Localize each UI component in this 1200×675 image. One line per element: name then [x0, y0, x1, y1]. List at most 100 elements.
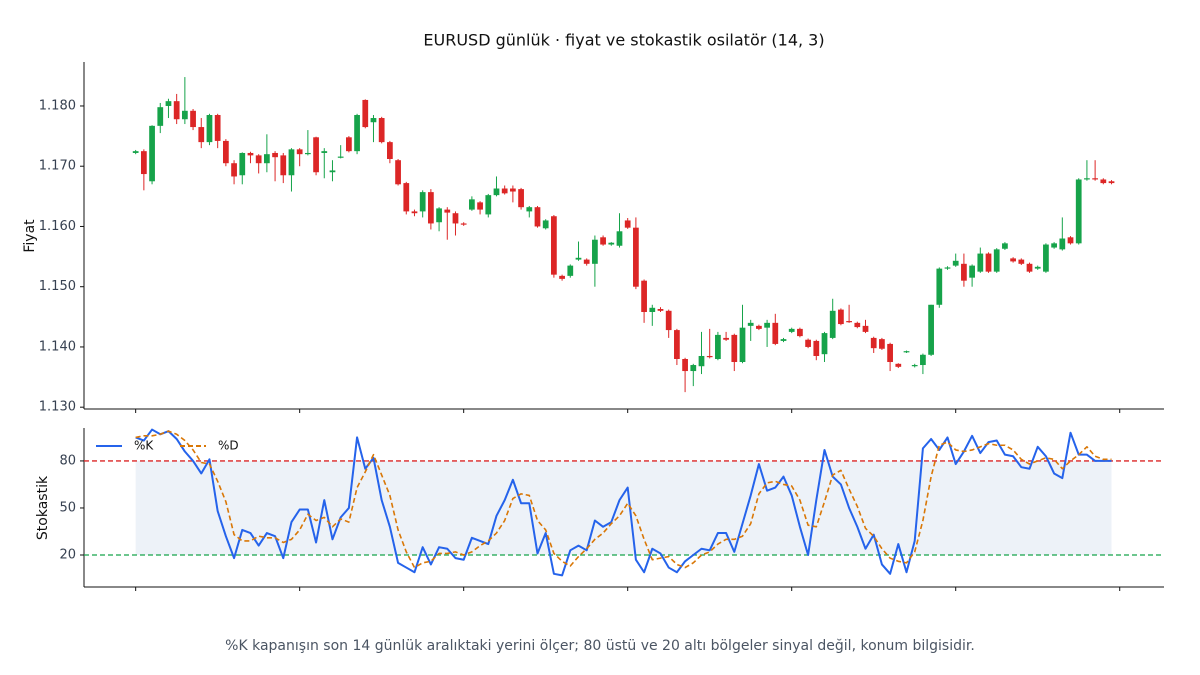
candle-body	[378, 118, 385, 143]
candle-body	[821, 333, 828, 355]
candle-body	[657, 308, 664, 311]
candle-body	[272, 152, 278, 158]
candle-body	[288, 149, 295, 176]
candle-body	[780, 339, 787, 341]
candle-body	[690, 365, 697, 372]
candle-body	[313, 137, 319, 173]
candle-body	[583, 259, 590, 264]
candle-body	[436, 208, 442, 223]
candle-body	[149, 125, 155, 182]
y-tick-label: 50	[59, 500, 76, 515]
candle-body	[649, 307, 656, 313]
candle-body	[222, 140, 229, 164]
candle-body	[756, 325, 762, 329]
candle-body	[920, 354, 926, 366]
candle-body	[247, 152, 254, 156]
y-tick-label: 1.140	[39, 339, 76, 354]
legend-label: %K	[134, 439, 154, 453]
candle-body	[346, 137, 352, 152]
candle-body	[616, 231, 623, 246]
candle-body	[739, 327, 746, 363]
candle-body	[1043, 244, 1049, 272]
candle-body	[403, 183, 410, 212]
candle-body	[354, 115, 360, 152]
candle-body	[165, 101, 172, 106]
y-tick-label: 80	[59, 453, 76, 468]
candle-body	[214, 115, 221, 141]
y-tick-label: 1.180	[39, 98, 76, 113]
candle-body	[969, 265, 975, 278]
candle-body	[526, 207, 533, 212]
candle-body	[140, 151, 147, 175]
candle-body	[993, 249, 1000, 272]
candle-body	[419, 192, 426, 212]
candle-body	[1067, 237, 1074, 244]
candle-body	[387, 142, 393, 159]
candle-body	[928, 304, 934, 355]
candle-body	[592, 239, 598, 264]
candle-body	[862, 325, 869, 332]
candle-body	[870, 337, 877, 349]
candle-body	[936, 268, 943, 305]
candle-body	[903, 351, 910, 353]
candle-body	[296, 149, 303, 155]
candle-body	[961, 263, 967, 281]
candle-body	[895, 363, 902, 367]
candle-body	[1084, 178, 1090, 180]
y-tick-label: 20	[59, 548, 76, 563]
candle-body	[173, 101, 180, 120]
candle-body	[1026, 263, 1033, 272]
candle-body	[493, 188, 500, 196]
candle-body	[362, 99, 369, 128]
candle-body	[829, 310, 836, 338]
candle-body	[952, 260, 959, 266]
candle-body	[838, 309, 844, 325]
candle-body	[460, 223, 467, 225]
candle-body	[305, 152, 311, 155]
candle-body	[395, 160, 401, 185]
candle-body	[264, 154, 270, 164]
candle-body	[534, 207, 541, 227]
candle-body	[132, 151, 139, 153]
candle-body	[559, 275, 565, 279]
candle-body	[206, 115, 213, 143]
candle-body	[723, 337, 729, 340]
footnote: %K kapanışın son 14 günlük aralıktaki ye…	[225, 638, 975, 654]
candle-body	[911, 365, 918, 367]
series-line	[135, 428, 1112, 577]
candle-body	[469, 199, 475, 210]
candle-body	[633, 227, 639, 287]
candle-body	[190, 110, 196, 128]
candle-body	[231, 163, 237, 177]
candle-body	[198, 127, 205, 143]
candle-body	[764, 322, 770, 328]
candle-body	[608, 242, 615, 245]
candle-body	[706, 355, 713, 358]
candle-body	[255, 155, 262, 164]
candle-body	[1075, 179, 1082, 244]
candle-body	[600, 237, 606, 245]
candle-body	[280, 155, 287, 176]
chart-title: EURUSD günlük · fiyat ve stokastik osila…	[423, 31, 824, 50]
candle-body	[239, 152, 246, 176]
candle-body	[797, 328, 803, 337]
candle-body	[370, 118, 377, 123]
candle-body	[510, 188, 516, 192]
candle-body	[329, 170, 336, 173]
candle-body	[477, 202, 483, 210]
candle-body	[575, 257, 582, 260]
candle-body	[1018, 259, 1025, 264]
candle-body	[428, 192, 434, 224]
candle-body	[731, 334, 738, 363]
candle-body	[1100, 179, 1107, 184]
candle-body	[157, 107, 164, 126]
candle-body	[411, 211, 418, 214]
candle-body	[567, 265, 574, 276]
candle-body	[624, 220, 631, 228]
candle-body	[788, 328, 795, 332]
candle-body	[501, 188, 508, 194]
candle-body	[181, 110, 188, 120]
candle-body	[682, 358, 688, 372]
candle-body	[887, 343, 893, 363]
